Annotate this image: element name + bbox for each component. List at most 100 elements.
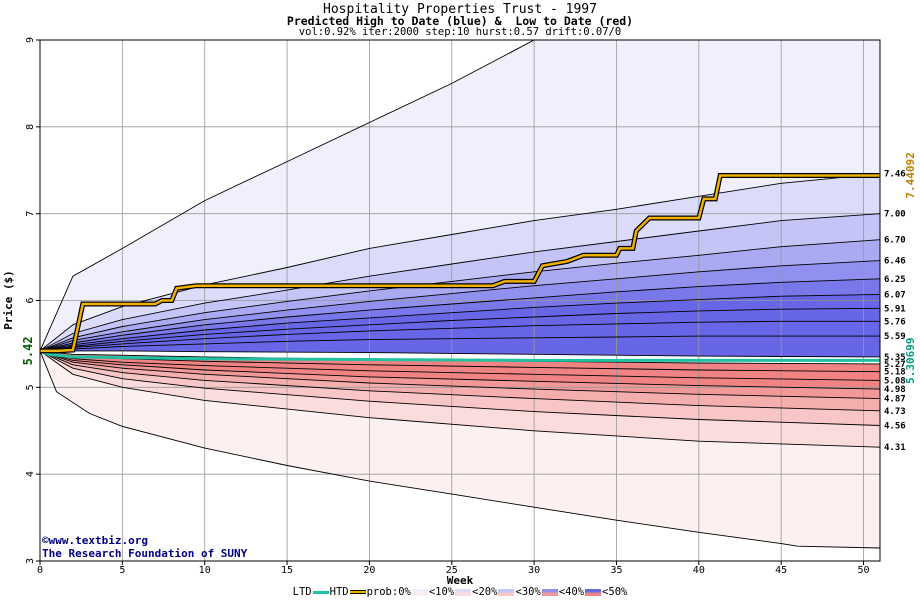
quantile-end-label: 5.76	[884, 317, 906, 327]
high-band-4	[40, 260, 880, 351]
quantile-end-label: 4.56	[884, 422, 906, 432]
credit-url[interactable]: ©www.textbiz.org	[42, 534, 148, 547]
quantile-line	[39, 350, 881, 549]
start-price-label: 5.42	[21, 336, 35, 365]
x-tick-label: 20	[363, 565, 375, 576]
legend-50-label: <50%	[602, 586, 628, 598]
y-axis-label: Price ($)	[2, 270, 15, 330]
high-band-8	[40, 321, 880, 351]
y-tick-label: 6	[25, 297, 36, 303]
high-band-5	[40, 278, 880, 351]
quantile-lines	[39, 39, 881, 549]
low-to-date-path	[39, 349, 880, 362]
legend-20-label: <20%	[472, 586, 498, 598]
x-tick-label: 50	[858, 565, 870, 576]
quantile-end-label: 4.73	[884, 407, 906, 417]
x-tick-label: 40	[693, 565, 705, 576]
legend-swatch-10	[455, 588, 472, 596]
quantile-line	[39, 350, 881, 400]
price-paths	[39, 173, 880, 362]
x-tick-label: 25	[446, 565, 458, 576]
quantile-line	[39, 260, 881, 352]
chart-subtitle: Predicted High to Date (blue) & Low to D…	[286, 14, 634, 28]
high-band-0	[40, 40, 880, 351]
x-tick-label: 30	[528, 565, 540, 576]
x-tick-label: 0	[37, 565, 43, 576]
quantile-line	[39, 307, 881, 352]
legend-htd-label: HTD	[329, 586, 349, 598]
legend-swatch-40	[585, 588, 602, 596]
low-band-6	[40, 350, 880, 381]
quantile-line	[40, 350, 881, 358]
quantile-line	[39, 350, 881, 412]
quantile-line	[39, 320, 880, 352]
quantile-line	[39, 278, 881, 352]
quantile-line	[39, 173, 881, 352]
legend-40-label: <40%	[558, 586, 585, 598]
high-band-6	[40, 294, 880, 351]
chart-title: Hospitality Properties Trust - 1997	[323, 2, 597, 17]
chart-parameters: vol:0.92% iter:2000 step:10 hurst:0.57 d…	[298, 26, 622, 38]
y-tick-label: 3	[25, 558, 36, 564]
quantile-end-label: 4.87	[884, 395, 906, 405]
quantile-end-label: 6.25	[884, 275, 906, 285]
quantile-end-label: 7.46	[884, 170, 906, 180]
y-tick-label: 4	[25, 471, 36, 477]
high-band-3	[40, 239, 880, 351]
high-to-date-final-label: 7.44092	[904, 152, 917, 198]
quantile-line	[39, 39, 880, 352]
quantile-end-label: 5.59	[884, 332, 906, 342]
quantile-line	[39, 350, 881, 381]
legend-prob-label: prob:0%	[366, 586, 411, 598]
legend-swatch-0	[411, 588, 428, 596]
x-tick-label: 15	[281, 565, 293, 576]
quantile-line	[39, 350, 881, 426]
quantile-end-label: 5.91	[884, 304, 906, 314]
quantile-end-label: 6.46	[884, 257, 906, 267]
quantile-end-label: 6.07	[884, 290, 906, 300]
y-tick-label: 7	[25, 211, 36, 217]
low-to-date-final-label: 5.30699	[904, 337, 917, 383]
quantile-end-labels: 7.46 7.00 6.70 6.46 6.25 6.07 5.91 5.76 5.59 5.35…	[884, 170, 906, 454]
low-band-1	[40, 350, 880, 448]
credit-organization: The Research Foundation of SUNY	[42, 547, 248, 560]
x-axis-label: Week	[447, 574, 474, 587]
low-band-5	[40, 350, 880, 390]
low-band-0	[40, 350, 880, 548]
low-band-2	[40, 350, 880, 426]
high-band-7	[40, 308, 880, 351]
high-to-date-path	[40, 174, 880, 353]
x-tick-label: 5	[119, 565, 125, 576]
quantile-end-label: 5.18	[884, 368, 906, 378]
legend-10-label: <10%	[428, 586, 455, 598]
legend-ltd-label: LTD	[292, 586, 312, 598]
legend-swatch-30	[541, 588, 558, 596]
quantile-end-label: 5.08	[884, 376, 906, 386]
quantile-line	[39, 335, 880, 352]
quantile-line	[39, 350, 881, 390]
y-tick-label: 5	[25, 384, 36, 390]
legend: LTD HTD prob:0% <10% <20% <30% <40% <50%	[0, 586, 920, 598]
quantile-line	[39, 293, 881, 352]
x-tick-label: 10	[199, 565, 211, 576]
quantile-end-label: 5.35	[884, 353, 906, 363]
low-band-4	[40, 350, 880, 399]
legend-swatch-20	[498, 588, 515, 596]
legend-30-label: <30%	[515, 586, 541, 598]
y-tick-label: 8	[25, 124, 36, 130]
quantile-line	[39, 213, 881, 352]
x-tick-label: 35	[610, 565, 622, 576]
x-tick-label: 45	[775, 565, 787, 576]
quantile-end-label: 7.00	[884, 210, 906, 220]
legend-ltd-swatch	[312, 590, 329, 594]
quantile-end-label: 6.70	[884, 236, 906, 246]
high-band-2	[40, 213, 880, 351]
low-band-3	[40, 350, 880, 411]
y-tick-label: 9	[25, 37, 36, 43]
legend-htd-swatch	[349, 590, 366, 594]
quantile-end-label: 4.98	[884, 385, 906, 395]
quantile-line	[39, 350, 881, 448]
quantile-end-label: 4.31	[884, 443, 906, 453]
